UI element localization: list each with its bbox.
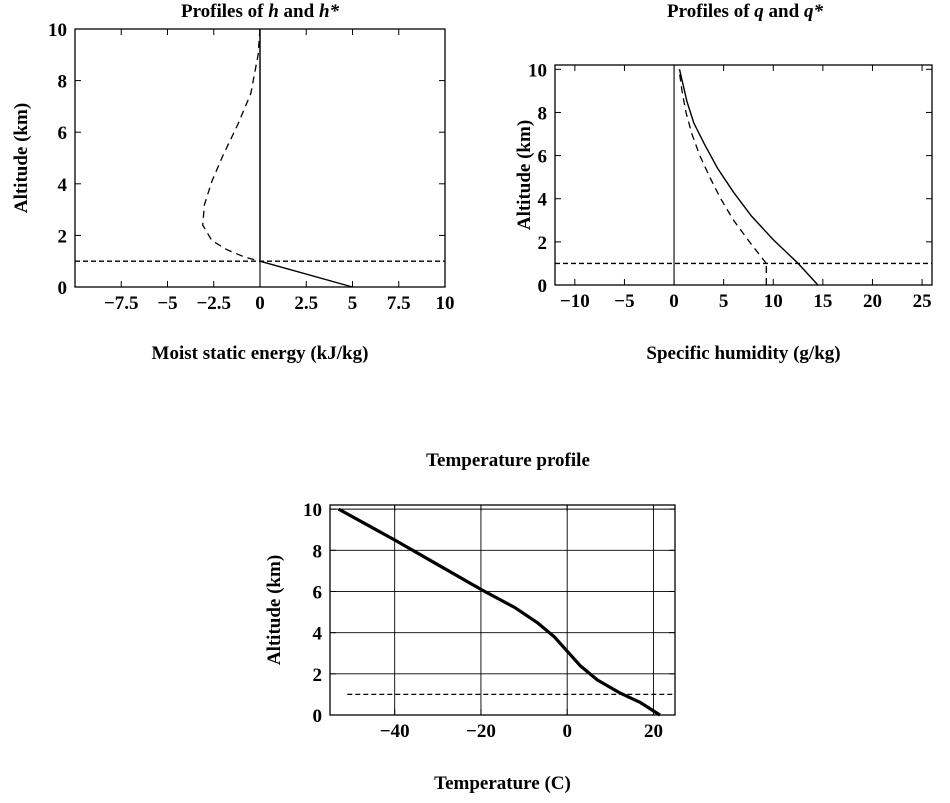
x-tick-label: 25 (913, 291, 932, 312)
y-tick-label: 4 (538, 190, 548, 211)
x-tick-label: 0 (255, 293, 265, 314)
x-axis-label: Specific humidity (g/kg) (646, 343, 840, 364)
y-tick-label: 8 (538, 103, 548, 124)
plot-frame (554, 64, 933, 286)
y-tick-label: 0 (313, 706, 323, 727)
plot-frame (329, 504, 676, 716)
series-line-2 (202, 28, 261, 262)
x-tick-label: 20 (863, 291, 882, 312)
x-tick-label: −10 (560, 291, 590, 312)
chart-title: Profiles of h and h* (181, 1, 340, 22)
chart-t: Temperature profile −40 −20 0 20 0 2 4 6 8 10 Tempe… (264, 450, 676, 794)
series-line-1 (259, 260, 353, 288)
series-line-0 (337, 507, 661, 717)
x-tick-label: 20 (644, 721, 663, 742)
x-tick-label: 7.5 (387, 293, 411, 314)
y-tick-label: 10 (48, 20, 67, 41)
x-tick-label: 5 (348, 293, 358, 314)
y-tick-label: 2 (58, 226, 68, 247)
y-tick-label: 2 (538, 233, 548, 254)
x-axis-label: Temperature (C) (434, 773, 571, 794)
x-tick-label: −2.5 (196, 293, 231, 314)
x-tick-label: 10 (764, 291, 783, 312)
chart-q: Profiles of q and q* −10 −5 0 5 10 15 20 25 0 2 4 6 8… (514, 1, 933, 364)
y-tick-label: 8 (58, 72, 68, 93)
x-tick-label: −7.5 (104, 293, 139, 314)
x-tick-label: 0 (562, 721, 572, 742)
x-tick-label: 0 (669, 291, 679, 312)
y-tick-label: 8 (313, 541, 323, 562)
y-tick-label: 4 (58, 175, 68, 196)
y-tick-label: 6 (58, 123, 68, 144)
x-axis-label: Moist static energy (kJ/kg) (152, 343, 369, 364)
x-tick-label: 5 (719, 291, 729, 312)
x-tick-label: −5 (157, 293, 177, 314)
y-tick-label: 2 (313, 665, 323, 686)
y-tick-label: 0 (538, 276, 548, 297)
y-axis-label: Altitude (km) (264, 555, 285, 665)
y-tick-label: 0 (58, 278, 68, 299)
x-tick-label: 10 (436, 293, 455, 314)
x-tick-label: −5 (614, 291, 634, 312)
chart-title: Profiles of q and q* (667, 1, 823, 22)
series-line-1 (678, 69, 767, 264)
y-tick-label: 10 (303, 500, 322, 521)
x-tick-label: 15 (813, 291, 832, 312)
y-axis-label: Altitude (km) (11, 103, 32, 213)
y-tick-label: 6 (538, 147, 548, 168)
chart-h: Profiles of h and h* −7.5 −5 −2.5 0 2.5 5 7.5 10… (11, 1, 455, 364)
x-tick-label: 2.5 (294, 293, 318, 314)
chart-title: Temperature profile (426, 450, 590, 471)
y-axis-label: Altitude (km) (514, 120, 535, 230)
x-tick-label: −20 (466, 721, 496, 742)
y-tick-label: 6 (313, 582, 323, 603)
series-line-0 (678, 69, 819, 286)
x-tick-label: −40 (380, 721, 410, 742)
y-tick-label: 10 (528, 60, 547, 81)
y-tick-label: 4 (313, 624, 323, 645)
